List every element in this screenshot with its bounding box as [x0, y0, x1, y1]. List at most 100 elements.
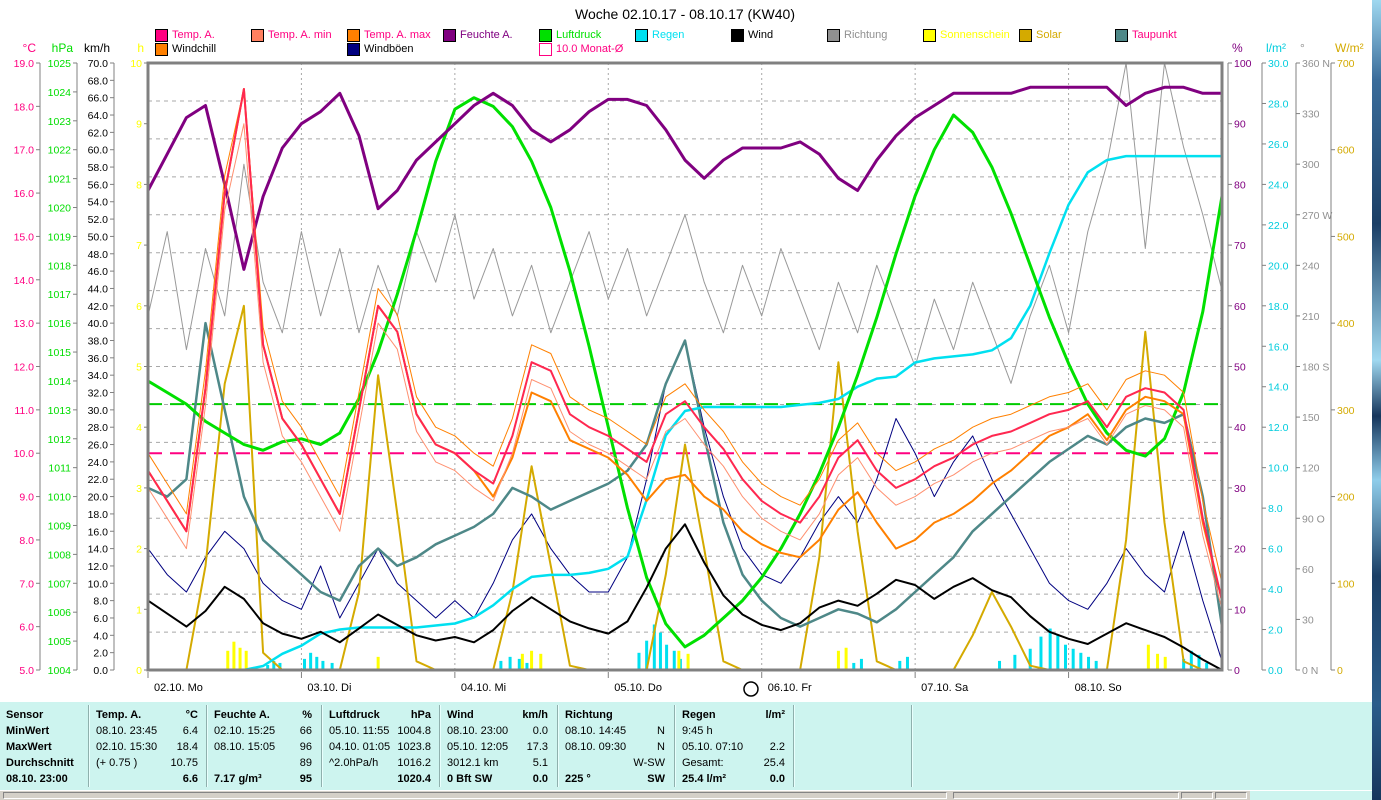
axis-label-hum: 100	[1234, 58, 1252, 70]
legend-label: Solar	[1036, 29, 1062, 41]
legend-color-box	[443, 28, 456, 42]
rain-bar	[1079, 652, 1083, 669]
table-cell: 08.10. 09:30 N	[565, 739, 665, 755]
axis-label-rain: 12.0	[1268, 422, 1289, 434]
cell-datetime: 25.4 l/m²	[682, 773, 727, 785]
rain-bar	[1182, 658, 1186, 669]
cell-datetime: 04.10. 01:05	[329, 741, 391, 753]
table-cell: 9:45 h	[682, 723, 785, 739]
legend-color-box	[827, 28, 840, 42]
series-wind-line	[147, 523, 1223, 671]
axis-label-wind: 6.0	[93, 613, 108, 625]
rain-bar	[859, 658, 863, 669]
axis-label-wind: 8.0	[93, 596, 108, 608]
column-unit: hPa	[410, 709, 431, 721]
legend-item-luftdruck: Luftdruck	[539, 28, 601, 42]
cell-value: 1016.2	[397, 757, 431, 769]
axis-label-hpa: 1014	[48, 376, 72, 388]
axis-label-wind: 18.0	[88, 509, 109, 521]
cell-datetime: (+ 0.75 )	[96, 757, 138, 769]
sunshine-bar	[1146, 644, 1150, 669]
table-column-header: Richtung	[565, 707, 665, 723]
axis-label-dir: 60	[1302, 564, 1314, 576]
axis-label-hpa: 1022	[48, 145, 72, 157]
cell-datetime: 08.10. 23:00	[447, 725, 509, 737]
series-temp-a--line	[147, 88, 1223, 601]
column-title: Feuchte A.	[214, 709, 270, 721]
series-solar-line	[148, 304, 1222, 671]
legend-item-windchill: Windchill	[155, 42, 216, 56]
rain-bar	[1071, 648, 1075, 669]
axis-label-temp: 7.0	[19, 578, 34, 590]
sunshine-bar	[244, 650, 248, 669]
axis-label-sun: 10	[130, 58, 142, 70]
sunshine-bar	[238, 647, 242, 669]
table-cell: 02.10. 15:30 18.4	[96, 739, 198, 755]
sunshine-bar	[836, 650, 840, 669]
x-day-label: 08.10. So	[1075, 682, 1122, 694]
axis-label-hpa: 1005	[48, 636, 72, 648]
table-cell: 02.10. 15:25 66	[214, 723, 312, 739]
cell-value: SW	[647, 773, 665, 785]
cell-value: N	[657, 725, 665, 737]
axis-label-hpa: 1025	[48, 58, 72, 70]
table-cell: (+ 0.75 ) 10.75	[96, 755, 198, 771]
axis-label-rain: 16.0	[1268, 341, 1289, 353]
rain-bar	[645, 640, 649, 669]
cell-value: W-SW	[633, 757, 665, 769]
series-feuchte-a--line	[146, 85, 1222, 271]
rain-bar	[665, 644, 669, 669]
rain-bar	[1197, 654, 1201, 669]
table-cell: 0 Bft SW 0.0	[447, 771, 548, 787]
column-unit: km/h	[522, 709, 548, 721]
axis-label-dir: 300	[1302, 159, 1320, 171]
sunshine-bar	[1163, 656, 1167, 669]
axis-label-solar: 600	[1337, 145, 1355, 157]
table-row-label: Sensor	[6, 709, 44, 721]
table-divider	[206, 705, 208, 787]
axis-label-rain: 4.0	[1268, 584, 1283, 596]
table-column-feuchte-a-: Feuchte A.% 02.10. 15:25 66 08.10. 15:05 96 8…	[210, 702, 318, 790]
axis-label-temp: 12.0	[14, 362, 35, 374]
axis-label-hpa: 1018	[48, 260, 72, 272]
axis-label-hum: 60	[1234, 301, 1246, 313]
axis-label-wind: 66.0	[88, 93, 109, 105]
rain-bar	[658, 632, 662, 669]
axis-label-wind: 36.0	[88, 353, 109, 365]
cell-datetime: 05.10. 07:10	[682, 741, 744, 753]
axis-label-sun: 6	[136, 301, 142, 313]
legend-item-windb-en: Windböen	[347, 42, 414, 56]
legend-label: Sonnenschein	[940, 29, 1010, 41]
table-column-regen: Regen l/m² 9:45 h 05.10. 07:10 2.2 Gesamt: 25.…	[678, 702, 791, 790]
axis-label-hpa: 1004	[48, 665, 72, 677]
axis-label-dir: 210	[1302, 311, 1320, 323]
status-bar-filler	[1250, 791, 1372, 800]
axis-label-dir: 360 N	[1302, 58, 1330, 70]
axis-label-wind: 56.0	[88, 179, 109, 191]
axis-header-rain: l/m²	[1266, 41, 1286, 55]
legend-item-taupunkt: Taupunkt	[1115, 28, 1177, 42]
background-window-edge	[1372, 0, 1381, 800]
x-day-label: 06.10. Fr	[768, 682, 812, 694]
axis-label-hpa: 1009	[48, 520, 72, 532]
axis-label-hpa: 1024	[48, 87, 72, 99]
axis-label-rain: 28.0	[1268, 98, 1289, 110]
axis-label-sun: 7	[136, 240, 142, 252]
axis-label-wind: 26.0	[88, 440, 109, 452]
rain-bar	[517, 658, 521, 669]
rain-bar	[508, 656, 512, 669]
axis-label-hpa: 1007	[48, 578, 72, 590]
legend-label: Taupunkt	[1132, 29, 1177, 41]
rain-bar	[1048, 628, 1052, 669]
rain-bar	[1056, 634, 1060, 669]
axis-label-hpa: 1010	[48, 492, 72, 504]
table-column-header: Feuchte A.%	[214, 707, 312, 723]
axis-label-rain: 14.0	[1268, 382, 1289, 394]
series-regen-summe-line	[148, 154, 1222, 672]
cell-value: N	[657, 741, 665, 753]
column-title: Regen	[682, 709, 716, 721]
axis-label-wind: 34.0	[88, 370, 109, 382]
legend-item-solar: Solar	[1019, 28, 1062, 42]
axis-label-wind: 14.0	[88, 544, 109, 556]
column-unit: °C	[185, 709, 198, 721]
